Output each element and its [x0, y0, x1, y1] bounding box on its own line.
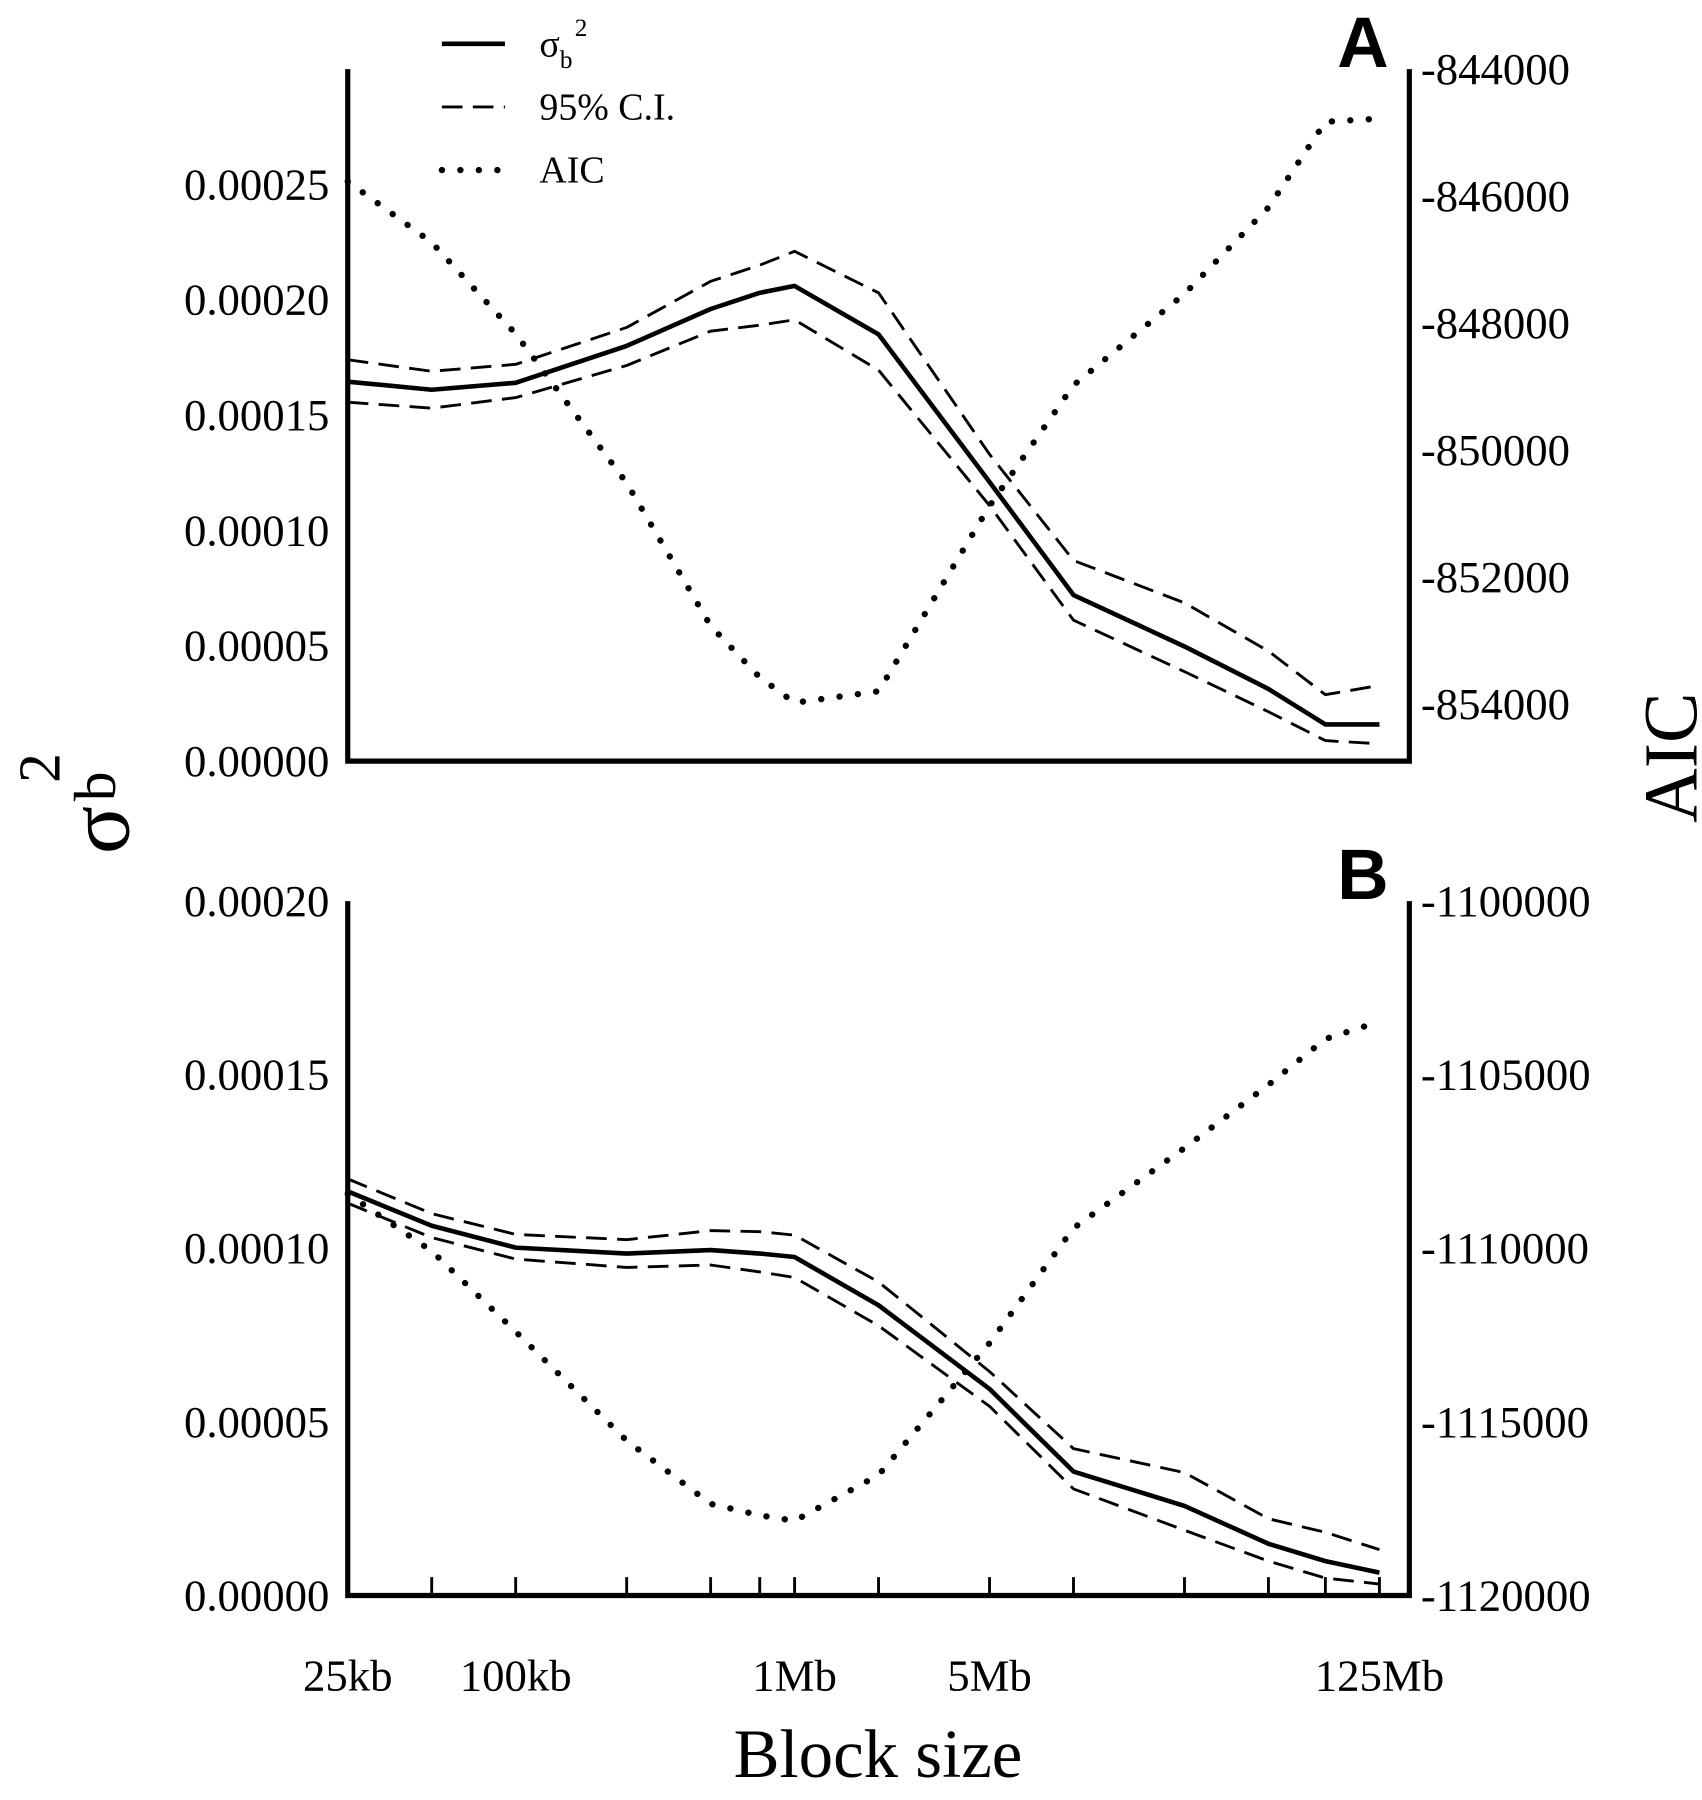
- series-line: [347, 1177, 1380, 1552]
- legend-name-sub: b: [560, 47, 573, 74]
- y-tick-label: 0.00015: [184, 390, 329, 440]
- series-line: [344, 1018, 1383, 1525]
- panel-label: B: [1337, 836, 1388, 915]
- y2-axis-label: AIC: [1630, 692, 1702, 822]
- y-tick-label: 0.00010: [184, 1223, 329, 1273]
- x-tick-label: 100kb: [460, 1651, 572, 1701]
- legend-label: AIC: [539, 150, 604, 192]
- legend-name: AIC: [539, 150, 604, 192]
- y-axis-label: σb2: [7, 753, 149, 854]
- series-line: [347, 249, 1380, 697]
- axis-frame: [345, 901, 1412, 1599]
- series-line: [347, 283, 1380, 727]
- series-line: [344, 115, 1383, 706]
- y2-tick-label: -1115000: [1421, 1397, 1589, 1447]
- x-tick-label: 25kb: [303, 1651, 393, 1701]
- legend-name: σ: [539, 23, 559, 65]
- y2-tick-label: -1120000: [1421, 1570, 1591, 1620]
- y2-tick-label: -852000: [1421, 552, 1570, 602]
- series-line: [346, 1189, 1380, 1575]
- series-line: [347, 1201, 1380, 1586]
- y-tick-label: 0.00020: [184, 876, 329, 926]
- legend-label: σb2: [539, 15, 587, 74]
- y2-tick-label: -850000: [1421, 425, 1570, 475]
- y-tick-label: 0.00020: [184, 275, 329, 325]
- legend-name-sup: 2: [575, 15, 588, 42]
- legend-label: 95% C.I.: [539, 87, 675, 129]
- y-tick-label: 0.00010: [184, 505, 329, 555]
- y-tick-label: 0.00005: [184, 1397, 329, 1447]
- y2-tick-label: -846000: [1421, 171, 1570, 221]
- panel-label: A: [1337, 4, 1388, 83]
- x-axis-label: Block size: [734, 1716, 1023, 1792]
- y2-tick-label: -1100000: [1421, 876, 1591, 926]
- y2-tick-label: -848000: [1421, 298, 1570, 348]
- y-tick-label: 0.00025: [184, 159, 329, 209]
- y-label-sup: 2: [7, 753, 73, 783]
- y-tick-label: 0.00005: [184, 621, 329, 671]
- x-tick-label: 1Mb: [752, 1651, 837, 1701]
- y-tick-label: 0.00000: [184, 736, 329, 786]
- y-label-symbol: σ: [50, 806, 149, 854]
- y-tick-label: 0.00000: [184, 1570, 329, 1620]
- y-label-sub: b: [62, 771, 128, 801]
- axis-frame: [345, 69, 1412, 764]
- legend-name: 95% C.I.: [539, 87, 675, 129]
- y2-tick-label: -844000: [1421, 44, 1570, 94]
- y2-tick-label: -854000: [1421, 679, 1570, 729]
- y2-tick-label: -1110000: [1421, 1223, 1589, 1273]
- x-tick-label: 125Mb: [1315, 1651, 1444, 1701]
- x-tick-label: 5Mb: [947, 1651, 1032, 1701]
- series-line: [347, 318, 1380, 746]
- y-tick-label: 0.00015: [184, 1050, 329, 1100]
- y2-tick-label: -1105000: [1421, 1050, 1591, 1100]
